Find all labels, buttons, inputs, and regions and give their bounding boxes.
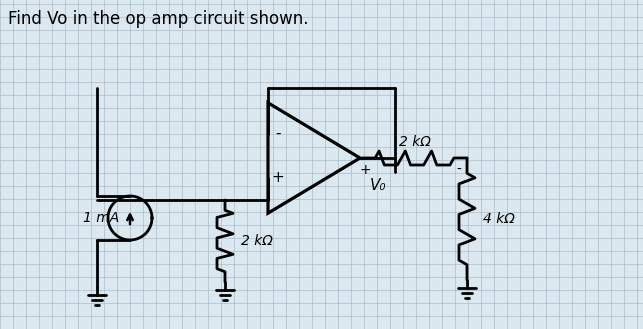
Text: 4 kΩ: 4 kΩ — [483, 212, 515, 226]
Text: +: + — [271, 170, 284, 185]
Text: 2 kΩ: 2 kΩ — [399, 135, 430, 149]
Text: -: - — [275, 126, 281, 141]
Text: V₀: V₀ — [370, 179, 386, 193]
Text: 2 kΩ: 2 kΩ — [241, 234, 273, 248]
Text: +: + — [359, 163, 371, 177]
Text: -: - — [457, 163, 462, 177]
Text: Find Vo in the op amp circuit shown.: Find Vo in the op amp circuit shown. — [8, 10, 309, 28]
Text: 1 mA: 1 mA — [83, 211, 119, 225]
